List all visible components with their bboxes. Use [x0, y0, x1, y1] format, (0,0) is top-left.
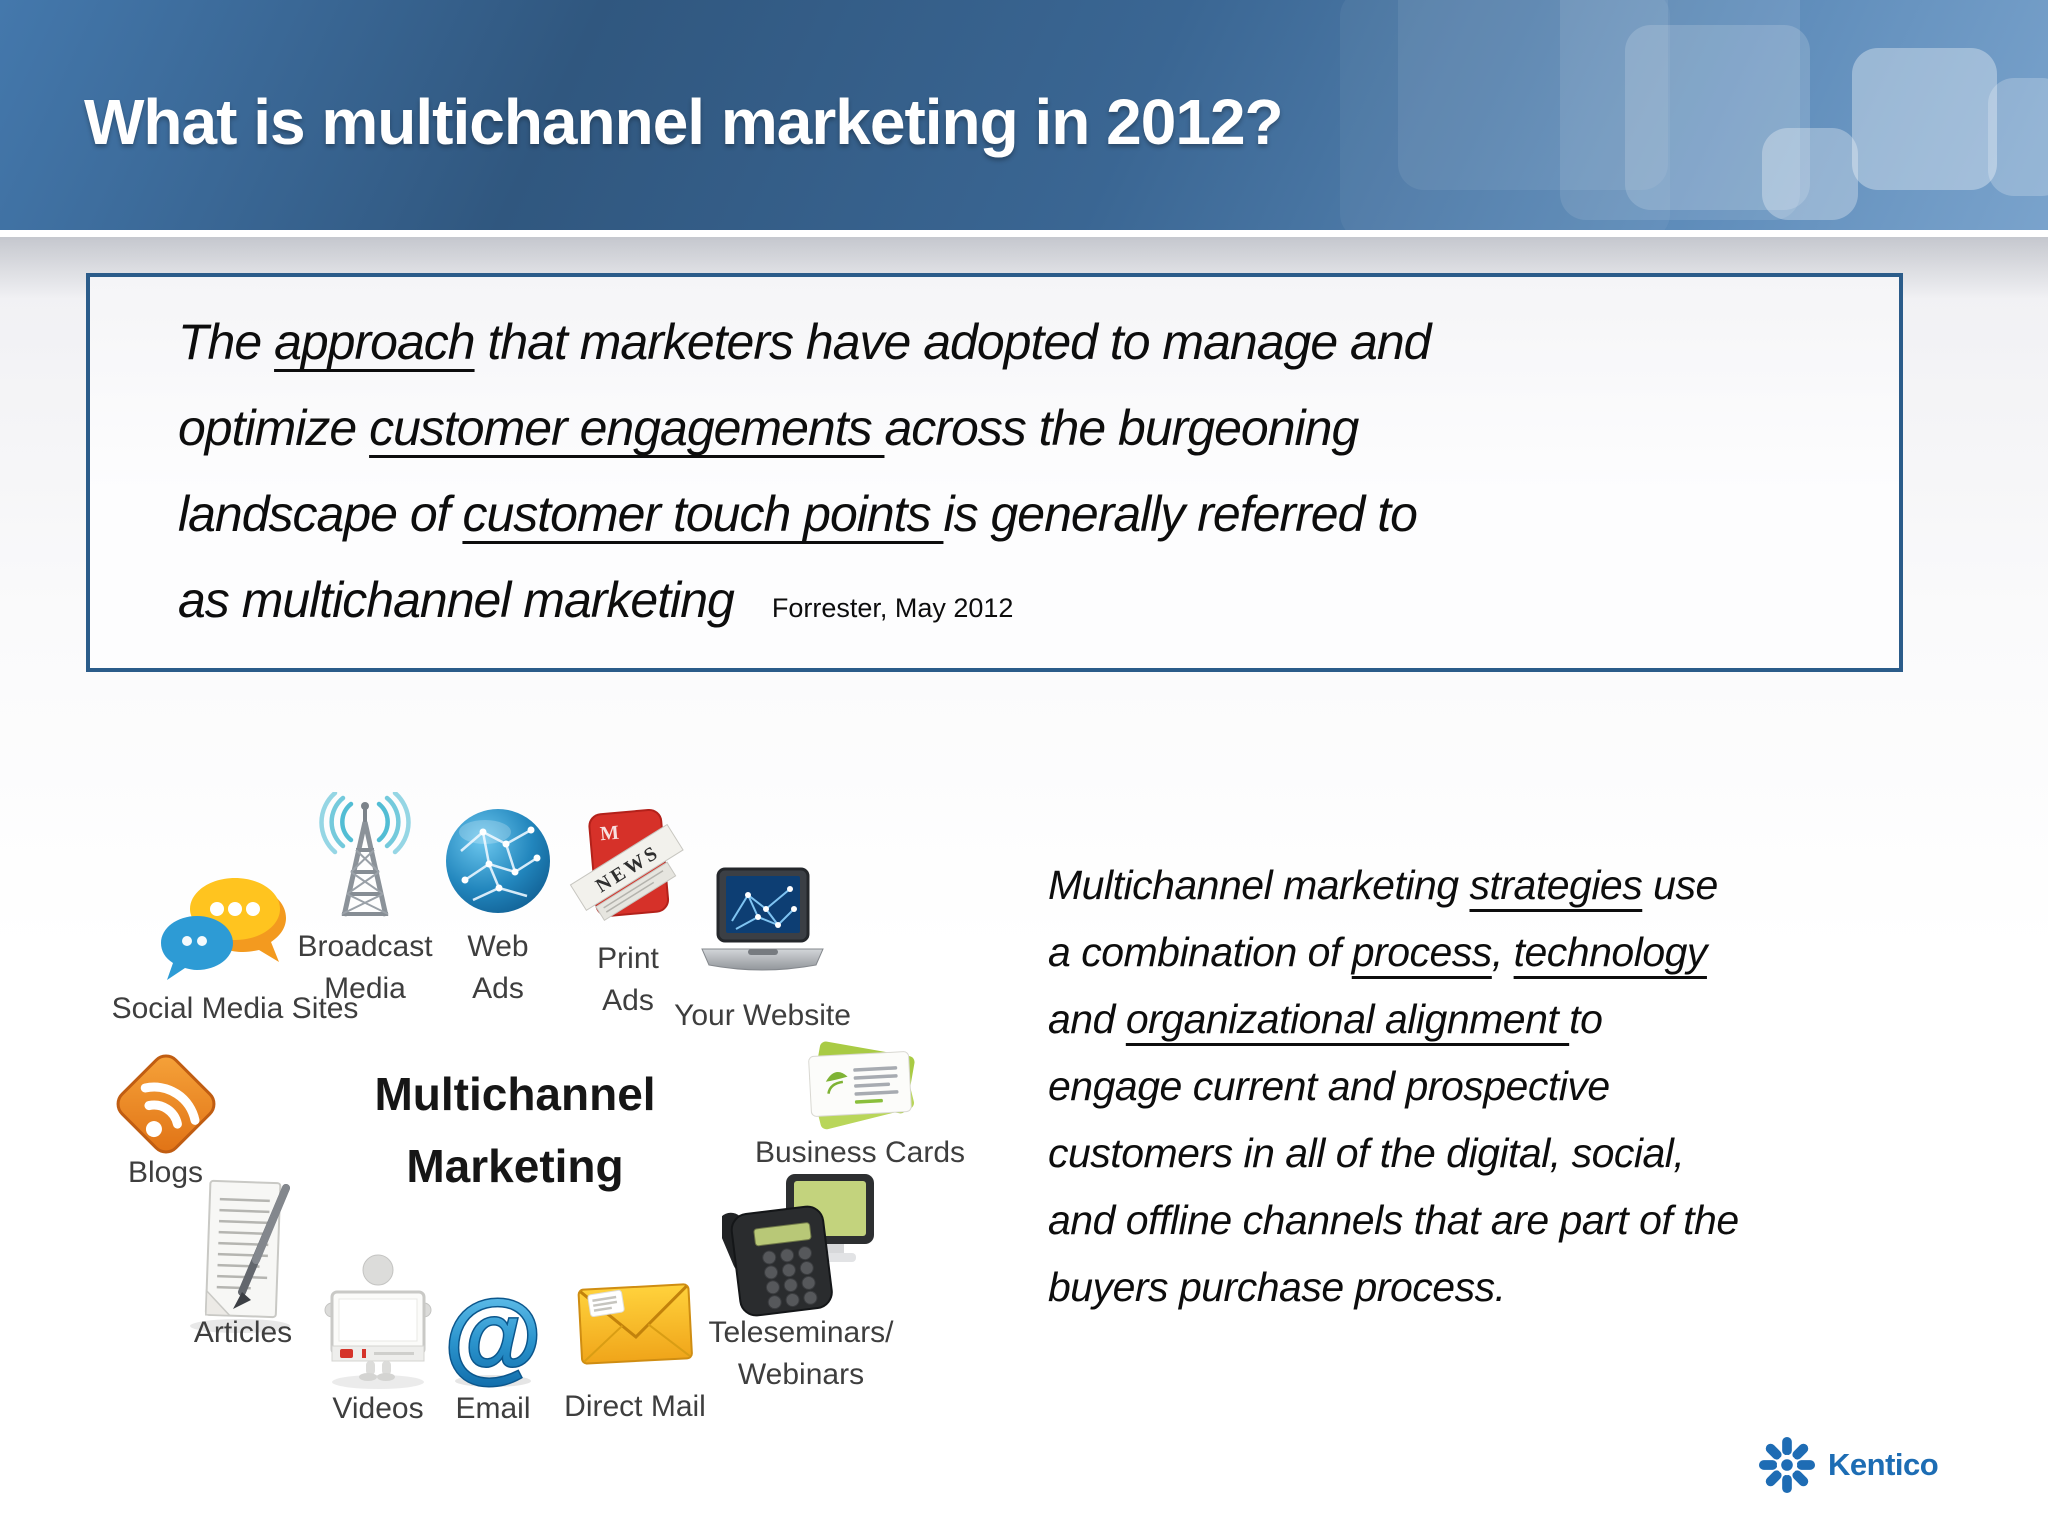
kentico-flower-icon — [1758, 1436, 1816, 1494]
diagram-center-title: Multichannel Marketing — [374, 1068, 656, 1192]
kentico-logo: Kentico — [1758, 1436, 1939, 1494]
text-segment: The — [178, 314, 275, 370]
text-segment: across the burgeoning — [884, 400, 1359, 456]
social-media-icon — [155, 872, 310, 990]
at-glyph: @ — [444, 1282, 542, 1390]
kentico-logo-text: Kentico — [1828, 1447, 1939, 1482]
videos-label: Videos — [332, 1392, 424, 1425]
business-cards-icon — [788, 1028, 933, 1140]
web-ads-icon — [443, 806, 553, 916]
broadcast-media-icon — [290, 792, 440, 924]
broadcast-media-label: Broadcast Media — [297, 930, 433, 1005]
teleseminars-webinars-icon — [722, 1168, 880, 1318]
text-segment: Multichannel marketing — [1048, 862, 1470, 908]
text-segment: customers in all of the digital, social, — [1048, 1130, 1685, 1176]
web-ads-label: Web Ads — [467, 930, 529, 1005]
text-segment: that marketers have adopted to manage an… — [474, 314, 1431, 370]
header-decor-square — [1340, 0, 1670, 230]
videos-icon — [316, 1248, 440, 1390]
text-segment: , — [1491, 929, 1514, 975]
text-segment: buyers purchase process. — [1048, 1264, 1506, 1310]
articles-label: Articles — [193, 1316, 293, 1349]
text-segment: organizational alignment — [1125, 996, 1570, 1042]
text-segment: approach — [274, 314, 475, 370]
header-decor-square — [1988, 78, 2048, 196]
blogs-rss-icon — [102, 1040, 230, 1168]
social-media-label: Social Media Sites — [111, 992, 359, 1025]
header-decor-square — [1560, 0, 1800, 220]
text-segment: process — [1351, 929, 1493, 975]
your-website-label: Your Website — [674, 999, 851, 1032]
header-decor-square — [1852, 48, 1997, 190]
text-segment: customer engagements — [369, 400, 885, 456]
quote-box: The approach that marketers have adopted… — [86, 273, 1903, 672]
text-segment: optimize — [178, 400, 370, 456]
text-segment: and offline channels that are part of th… — [1048, 1197, 1739, 1243]
svg-text:M: M — [599, 822, 620, 846]
email-label: Email — [455, 1392, 531, 1425]
header-decor-square — [1625, 25, 1810, 210]
quote-text: The approach that marketers have adopted… — [178, 299, 1859, 651]
text-segment: and — [1048, 996, 1126, 1042]
print-ads-icon: M NEWS — [563, 800, 693, 932]
slide-header: What is multichannel marketing in 2012? — [0, 0, 2048, 230]
articles-icon — [178, 1172, 308, 1337]
header-divider — [0, 230, 2048, 237]
email-at-icon: @ — [436, 1282, 550, 1390]
text-segment: as multichannel marketing — [178, 572, 735, 628]
print-ads-label: Print Ads — [597, 942, 659, 1017]
body-paragraph: Multichannel marketing strategies use a c… — [1048, 852, 1998, 1321]
header-decor-square — [1762, 128, 1858, 220]
text-segment: to — [1569, 996, 1603, 1042]
quote-citation: Forrester, May 2012 — [771, 593, 1014, 623]
text-segment: a combination of — [1048, 929, 1352, 975]
business-cards-label: Business Cards — [754, 1136, 966, 1169]
teleseminars-webinars-label: Teleseminars/ Webinars — [708, 1316, 894, 1391]
text-segment: landscape of — [178, 486, 463, 542]
text-segment: is generally referred to — [943, 486, 1417, 542]
header-decor-square — [1398, 0, 1668, 190]
direct-mail-icon — [566, 1265, 704, 1373]
text-segment: use — [1642, 862, 1718, 908]
text-segment: customer touch points — [462, 486, 944, 542]
text-segment: engage current and prospective — [1048, 1063, 1610, 1109]
text-segment: technology — [1513, 929, 1708, 975]
your-website-icon — [690, 865, 835, 993]
slide-title: What is multichannel marketing in 2012? — [84, 86, 1284, 158]
text-segment: strategies — [1469, 862, 1643, 908]
direct-mail-label: Direct Mail — [564, 1390, 706, 1423]
blogs-label: Blogs — [127, 1156, 204, 1189]
